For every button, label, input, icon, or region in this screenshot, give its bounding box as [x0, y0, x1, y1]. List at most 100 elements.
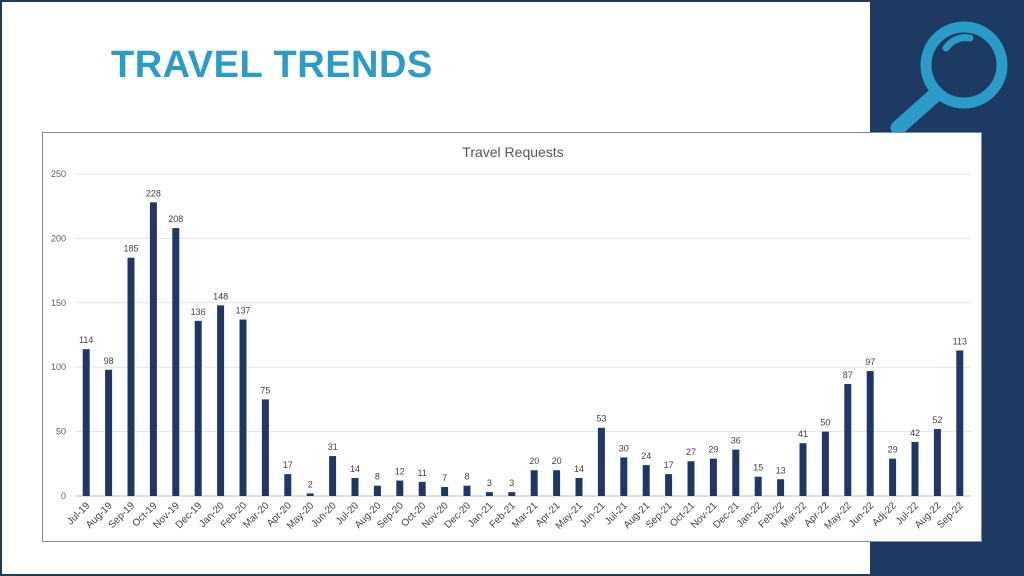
bar — [597, 427, 605, 496]
data-label: 148 — [213, 291, 228, 301]
bar — [642, 465, 650, 496]
data-label: 42 — [910, 428, 920, 438]
data-label: 14 — [574, 464, 584, 474]
bar — [239, 319, 247, 496]
y-tick-label: 200 — [51, 233, 66, 243]
data-label: 31 — [328, 442, 338, 452]
bar — [777, 479, 785, 496]
data-label: 29 — [888, 445, 898, 455]
data-label: 87 — [843, 370, 853, 380]
bar — [933, 429, 941, 496]
bar — [463, 485, 471, 496]
data-label: 24 — [641, 451, 651, 461]
data-label: 30 — [619, 443, 629, 453]
bar — [485, 492, 493, 496]
data-label: 50 — [820, 418, 830, 428]
category-label: Mar-20 — [241, 500, 271, 530]
bar — [306, 493, 314, 496]
data-label: 11 — [418, 468, 427, 478]
y-tick-label: 50 — [56, 427, 66, 437]
bar — [441, 486, 449, 496]
bar — [172, 228, 180, 496]
bar — [687, 461, 695, 496]
data-label: 13 — [776, 465, 786, 475]
bar — [844, 383, 852, 496]
bar — [575, 477, 583, 496]
data-label: 17 — [283, 460, 293, 470]
category-label: Jun-21 — [578, 500, 608, 530]
bar — [956, 350, 964, 496]
data-label: 14 — [350, 464, 360, 474]
data-label: 29 — [708, 445, 718, 455]
data-label: 41 — [798, 429, 808, 439]
bar — [799, 443, 807, 496]
bar — [754, 476, 762, 496]
data-label: 12 — [395, 467, 405, 477]
data-label: 15 — [753, 463, 763, 473]
data-label: 27 — [686, 447, 696, 457]
bar — [530, 470, 538, 496]
bar — [889, 458, 897, 496]
bar — [396, 480, 404, 496]
y-axis-ticks: 0 50 100 150 200 250 — [51, 169, 66, 501]
bar — [82, 349, 90, 496]
data-label: 114 — [79, 335, 93, 345]
y-tick-label: 0 — [61, 491, 66, 501]
category-label: Adj-22 — [871, 500, 900, 529]
page-title: TRAVEL TRENDS — [111, 44, 433, 86]
data-label: 3 — [487, 478, 492, 488]
data-label: 98 — [104, 356, 114, 366]
category-labels: Jul-19Aug-19Sep-19Oct-19Nov-19Dec-19Jan-… — [65, 500, 966, 532]
bar — [553, 470, 561, 496]
data-label: 136 — [191, 307, 206, 317]
category-label: Mar-21 — [510, 500, 540, 530]
data-label: 20 — [529, 456, 539, 466]
bar — [149, 202, 157, 496]
y-tick-label: 250 — [51, 169, 66, 179]
data-label: 36 — [731, 436, 741, 446]
bar — [821, 431, 829, 496]
bar — [194, 320, 202, 496]
data-label: 17 — [664, 460, 674, 470]
data-label: 185 — [123, 244, 138, 254]
bar — [329, 456, 337, 496]
data-label: 97 — [865, 357, 875, 367]
bar — [866, 371, 874, 496]
data-label: 137 — [235, 306, 250, 316]
data-label: 8 — [375, 472, 380, 482]
category-label: Jun-20 — [309, 500, 339, 530]
y-tick-label: 150 — [51, 298, 66, 308]
bar — [732, 449, 740, 496]
bar — [508, 492, 516, 496]
bars — [82, 202, 964, 496]
grid-lines — [75, 173, 971, 497]
data-label: 8 — [464, 472, 469, 482]
bar — [709, 458, 717, 496]
bar — [418, 481, 426, 496]
data-label: 52 — [932, 415, 942, 425]
chart-title: Travel Requests — [462, 144, 563, 160]
category-label: Mar-22 — [779, 500, 809, 530]
y-tick-label: 100 — [51, 362, 66, 372]
category-label: Jun-22 — [847, 500, 877, 530]
bar — [105, 369, 113, 496]
bar — [217, 305, 225, 496]
bar — [665, 474, 673, 496]
data-label: 2 — [308, 479, 313, 489]
bar — [284, 474, 292, 496]
bar — [351, 477, 359, 496]
data-label: 3 — [509, 478, 514, 488]
data-label: 228 — [146, 188, 161, 198]
bar — [127, 257, 135, 496]
bar — [911, 441, 919, 496]
data-label: 7 — [442, 473, 447, 483]
bar — [373, 485, 381, 496]
data-label: 20 — [552, 456, 562, 466]
data-label: 113 — [953, 336, 967, 346]
data-label: 53 — [596, 414, 606, 424]
travel-requests-chart: Travel Requests 0 50 100 150 200 250 114 98 185… — [42, 132, 982, 542]
data-label: 75 — [260, 385, 270, 395]
data-label: 208 — [168, 214, 183, 224]
